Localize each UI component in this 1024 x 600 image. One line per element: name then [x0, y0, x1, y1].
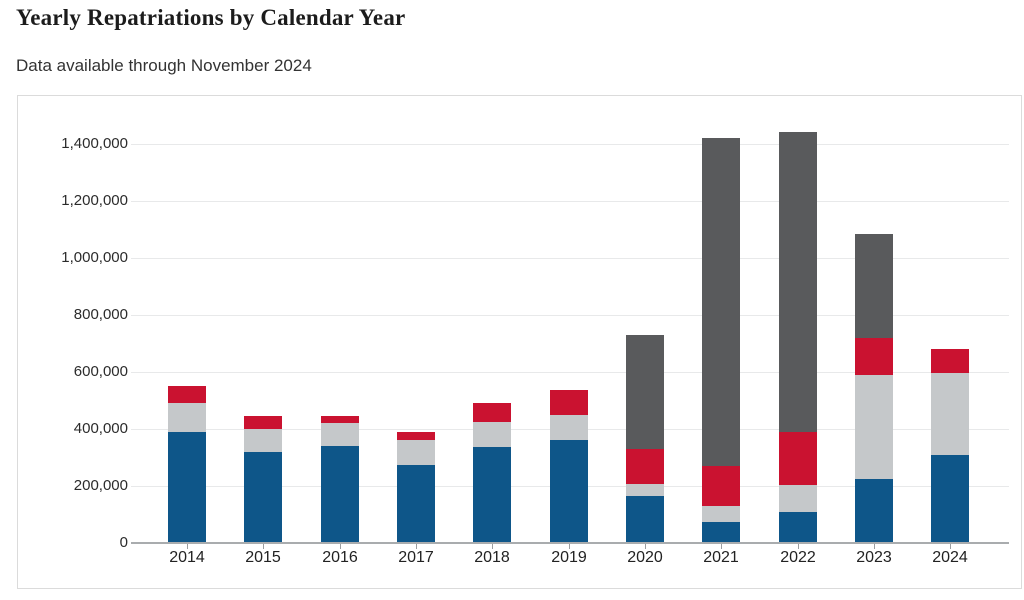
bar-segment-series-red-2019: [550, 390, 588, 415]
bar-segment-series-blue-2014: [168, 431, 206, 543]
bar-segment-series-dark-gray-2022: [779, 132, 817, 432]
bar-segment-series-red-2024: [931, 349, 969, 374]
y-gridline: [131, 144, 1009, 145]
y-gridline: [131, 258, 1009, 259]
x-axis-line: [131, 542, 1009, 544]
x-axis-tick-label: 2017: [398, 549, 434, 566]
bar-2019: [550, 96, 588, 543]
bar-segment-series-light-gray-2015: [244, 428, 282, 452]
x-axis-tick: [721, 543, 722, 549]
chart-panel: 0 200,000 400,000 600,000 800,000 1,000,000 1,…: [17, 95, 1022, 589]
bar-segment-series-red-2021: [702, 466, 740, 506]
page-title: Yearly Repatriations by Calendar Year: [16, 5, 406, 30]
bar-segment-series-light-gray-2014: [168, 403, 206, 432]
y-axis-tick-label: 1,400,000: [61, 135, 128, 152]
x-axis-tick: [187, 543, 188, 549]
bar-segment-series-red-2018: [473, 403, 511, 422]
y-gridline: [131, 372, 1009, 373]
plot-area: 0 200,000 400,000 600,000 800,000 1,000,000 1,…: [18, 96, 1021, 588]
bar-segment-series-red-2023: [855, 337, 893, 375]
x-axis-tick-label: 2014: [169, 549, 205, 566]
bar-segment-series-red-2020: [626, 449, 664, 484]
bar-segment-series-light-gray-2023: [855, 374, 893, 479]
y-axis-tick-label: 600,000: [73, 363, 128, 380]
y-gridline: [131, 201, 1009, 202]
x-axis-tick: [340, 543, 341, 549]
bar-segment-series-red-2014: [168, 386, 206, 404]
bar-segment-series-blue-2018: [473, 447, 511, 543]
y-axis-tick-label: 200,000: [73, 477, 128, 494]
bar-segment-series-blue-2020: [626, 495, 664, 543]
bar-segment-series-dark-gray-2021: [702, 138, 740, 466]
bar-segment-series-blue-2021: [702, 521, 740, 543]
bar-2014: [168, 96, 206, 543]
y-axis-tick-label: 400,000: [73, 420, 128, 437]
bar-2023: [855, 96, 893, 543]
x-axis-tick: [492, 543, 493, 549]
bar-segment-series-light-gray-2021: [702, 505, 740, 522]
y-axis-tick-label: 0: [119, 534, 128, 551]
bar-segment-series-dark-gray-2023: [855, 233, 893, 338]
bar-segment-series-light-gray-2018: [473, 421, 511, 448]
bar-segment-series-blue-2019: [550, 440, 588, 543]
bar-2020: [626, 96, 664, 543]
x-axis-tick-label: 2018: [474, 549, 510, 566]
bar-segment-series-blue-2023: [855, 478, 893, 543]
bar-segment-series-light-gray-2017: [397, 440, 435, 466]
bar-segment-series-light-gray-2022: [779, 484, 817, 512]
bar-segment-series-light-gray-2024: [931, 373, 969, 455]
y-axis-tick-label: 800,000: [73, 306, 128, 323]
y-axis-tick-label: 1,000,000: [61, 249, 128, 266]
bar-2024: [931, 96, 969, 543]
x-axis-tick: [569, 543, 570, 549]
bar-segment-series-light-gray-2016: [321, 423, 359, 447]
bar-2022: [779, 96, 817, 543]
y-gridline: [131, 315, 1009, 316]
x-axis-tick-label: 2023: [856, 549, 892, 566]
bar-2018: [473, 96, 511, 543]
bar-segment-series-blue-2017: [397, 465, 435, 543]
bar-segment-series-blue-2024: [931, 454, 969, 543]
bar-segment-series-red-2016: [321, 416, 359, 424]
x-axis-tick-label: 2016: [322, 549, 358, 566]
x-axis-tick-label: 2021: [703, 549, 739, 566]
bar-segment-series-red-2017: [397, 432, 435, 441]
x-axis-tick: [874, 543, 875, 549]
x-axis-tick-label: 2024: [932, 549, 968, 566]
x-axis-tick-label: 2015: [245, 549, 281, 566]
bar-segment-series-light-gray-2020: [626, 483, 664, 496]
bar-segment-series-blue-2016: [321, 446, 359, 543]
bar-2021: [702, 96, 740, 543]
x-axis-tick: [416, 543, 417, 549]
x-axis-tick: [950, 543, 951, 549]
bar-segment-series-light-gray-2019: [550, 414, 588, 441]
x-axis-tick: [263, 543, 264, 549]
bar-2015: [244, 96, 282, 543]
bar-segment-series-blue-2022: [779, 511, 817, 543]
x-axis-tick-label: 2022: [780, 549, 816, 566]
x-axis-tick: [645, 543, 646, 549]
bar-segment-series-blue-2015: [244, 451, 282, 543]
chart-subtitle: Data available through November 2024: [16, 56, 312, 75]
bar-2017: [397, 96, 435, 543]
bar-segment-series-dark-gray-2020: [626, 334, 664, 450]
x-axis-tick: [798, 543, 799, 549]
bar-segment-series-red-2015: [244, 416, 282, 429]
x-axis-tick-label: 2020: [627, 549, 663, 566]
bar-2016: [321, 96, 359, 543]
y-axis-tick-label: 1,200,000: [61, 192, 128, 209]
bar-segment-series-red-2022: [779, 431, 817, 485]
x-axis-tick-label: 2019: [551, 549, 587, 566]
